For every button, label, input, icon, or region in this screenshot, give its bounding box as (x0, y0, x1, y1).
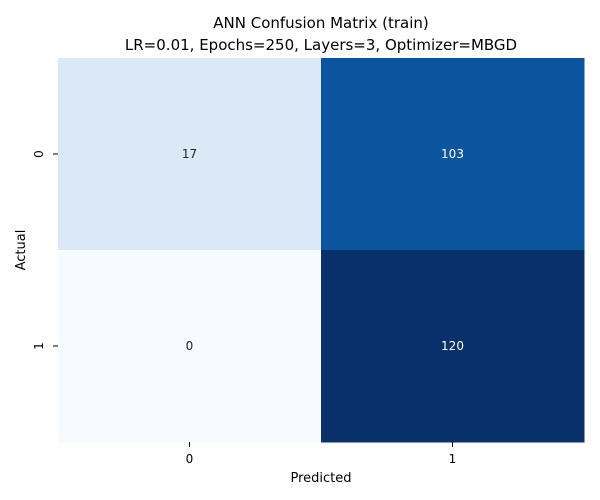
cell-value-label: 120 (441, 339, 464, 353)
y-tick-label: 0 (32, 150, 46, 158)
heatmap-cell-r1-c1 (321, 250, 585, 443)
x-tick-label: 0 (186, 452, 194, 466)
cell-value-label: 103 (441, 147, 464, 161)
heatmap-cell-r0-c1 (321, 58, 585, 251)
cell-value-label: 0 (186, 339, 194, 353)
heatmap-cell-labels: 17 103 0 120 (182, 147, 464, 353)
y-axis-label: Actual (14, 230, 29, 271)
cell-value-label: 17 (182, 147, 197, 161)
x-axis-label: Predicted (290, 471, 351, 486)
chart-title: ANN Confusion Matrix (train) (213, 14, 428, 32)
y-tick-label: 1 (32, 342, 46, 350)
heatmap-cells (58, 58, 585, 443)
y-axis-ticks: 01 (32, 150, 58, 350)
heatmap-cell-r1-c0 (58, 250, 322, 443)
x-tick-label: 1 (449, 452, 457, 466)
chart-subtitle: LR=0.01, Epochs=250, Layers=3, Optimizer… (125, 36, 517, 54)
heatmap-cell-r0-c0 (58, 58, 322, 251)
